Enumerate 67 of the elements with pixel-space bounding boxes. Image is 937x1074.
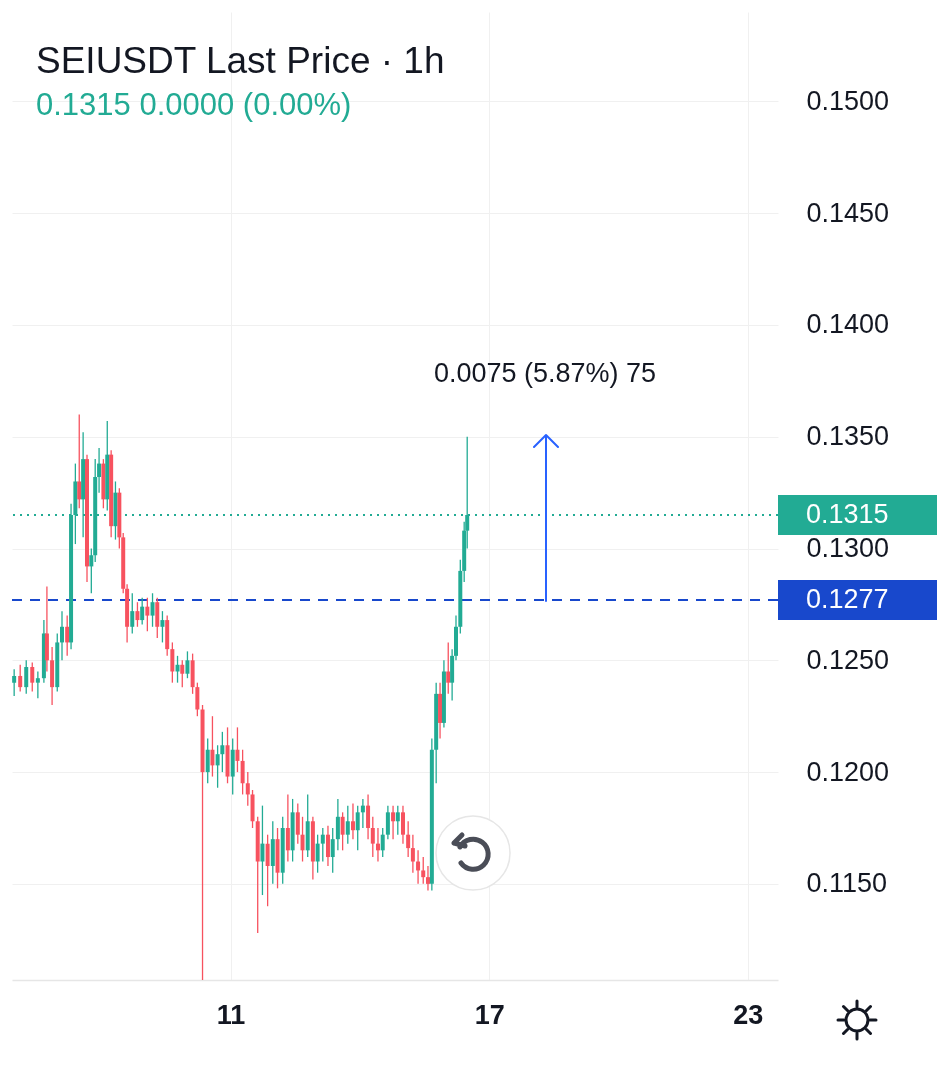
candlestick xyxy=(425,865,430,892)
candlestick xyxy=(150,592,155,628)
candlestick xyxy=(235,726,240,773)
candlestick xyxy=(18,664,23,693)
candlestick xyxy=(285,793,290,863)
text: SEIUSDT Last Price · 1h xyxy=(36,40,445,81)
y-tick-label: 0.1400 xyxy=(806,309,890,340)
x-tick-label: 23 xyxy=(733,999,764,1030)
candlestick xyxy=(210,715,215,778)
candlestick xyxy=(320,827,325,863)
candlestick xyxy=(265,834,270,907)
candlestick xyxy=(140,597,145,626)
y-tick-label: 0.1200 xyxy=(806,756,890,787)
candlestick xyxy=(421,856,426,885)
x-tick-label: 11 xyxy=(216,999,246,1030)
y-tick-label: 0.1300 xyxy=(806,533,890,564)
y-tick-label: 0.1250 xyxy=(806,644,890,675)
candlestick xyxy=(391,804,396,840)
candlestick xyxy=(24,659,29,695)
candlestick xyxy=(215,744,220,789)
candlestick xyxy=(410,834,415,874)
candlestick xyxy=(400,804,405,845)
candlestick xyxy=(335,798,340,851)
candlestick xyxy=(220,731,225,773)
candlestick xyxy=(350,802,355,840)
candlestick xyxy=(170,641,175,684)
candlestick xyxy=(370,816,375,858)
candlestick xyxy=(315,834,320,874)
candlestick xyxy=(340,811,345,851)
candlestick xyxy=(240,749,245,796)
candlestick xyxy=(366,793,371,840)
annotation: 0.0075 (5.87%) 75 xyxy=(433,358,657,388)
y-tick-label: 0.1500 xyxy=(806,85,890,116)
candlestick xyxy=(65,614,70,657)
candlestick xyxy=(355,804,360,851)
candlestick xyxy=(145,597,150,632)
candlestick xyxy=(300,816,305,863)
candlestick xyxy=(130,592,135,635)
candlestick xyxy=(406,820,411,858)
candlestick xyxy=(160,610,165,644)
candlestick xyxy=(205,737,210,784)
candlestick xyxy=(30,661,35,693)
candlestick xyxy=(12,668,17,697)
text: 0.1315 0.0000 (0.00%) xyxy=(36,87,352,122)
ref-line-label: 0.1315 xyxy=(806,499,889,529)
candlestick xyxy=(260,804,265,896)
candlestick xyxy=(185,650,190,679)
candlestick xyxy=(77,413,82,509)
candlestick xyxy=(195,682,200,717)
candlestick xyxy=(385,804,390,840)
y-tick-label: 0.1150 xyxy=(806,868,888,899)
candlestick xyxy=(395,804,400,836)
candlestick xyxy=(180,659,185,688)
candlestick xyxy=(380,827,385,858)
candlestick xyxy=(60,610,64,661)
candlestick xyxy=(325,825,330,867)
candlestick xyxy=(135,601,140,628)
ref-line-label: 0.1277 xyxy=(806,583,889,614)
x-tick-label: 17 xyxy=(474,999,505,1030)
candlestick xyxy=(35,670,40,699)
candlestick xyxy=(345,804,350,845)
candlestick xyxy=(295,802,300,845)
candlestick xyxy=(446,641,451,695)
candlestick xyxy=(245,771,250,807)
y-tick-label: 0.1450 xyxy=(806,197,890,228)
y-tick-label: 0.1350 xyxy=(806,421,890,452)
candlestick xyxy=(330,827,335,874)
